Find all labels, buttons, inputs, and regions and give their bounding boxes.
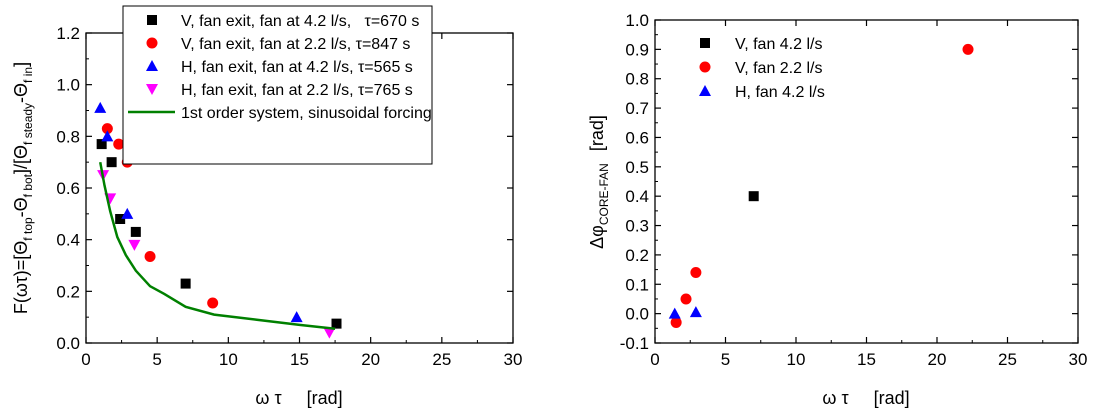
plot1-legend-swatch-3 <box>146 84 158 95</box>
plot2-legend-swatch-2 <box>699 85 711 96</box>
plot1-x-tick-label: 0 <box>81 350 90 369</box>
plot1-legend-box <box>122 5 433 165</box>
plot1-y-tick-label: 0.4 <box>56 231 80 250</box>
plot1-series-2-point <box>290 311 303 323</box>
plot2-y-tick-label: 0.4 <box>625 187 649 206</box>
plot1-x-tick-label: 20 <box>361 350 380 369</box>
plot2-y-tick-label: 0.6 <box>625 128 649 147</box>
plot1-legend-swatch-2 <box>146 60 158 71</box>
plot2-y-tick-label: 0.9 <box>625 40 649 59</box>
plot1-legend-label: H, fan exit, fan at 2.2 l/s, τ=765 s <box>181 82 413 99</box>
plot2-series-0-point <box>748 191 759 202</box>
plot1-y-tick-label: 0.0 <box>56 334 80 353</box>
plot2-series-2-point <box>689 306 702 318</box>
plot1-y-tick-label: 1.2 <box>56 24 80 43</box>
plot1-series-1-point <box>113 138 125 150</box>
plot1-series-1-point <box>101 123 113 135</box>
plot1-x-tick-label: 15 <box>290 350 309 369</box>
plot1-legend-label: 1st order system, sinusoidal forcing <box>181 105 432 122</box>
plot1-series-1-point <box>207 297 219 309</box>
plot1-y-axis-label: F(ωτ)=[Θf top-Θf bot]/[Θf steady-Θf in] <box>11 62 35 314</box>
plot2-series-1-point <box>962 43 974 55</box>
plot1-x-axis-label: ω τ [rad] <box>255 388 342 408</box>
plot2-y-tick-label: 0.2 <box>625 246 649 265</box>
plot2-legend: V, fan 4.2 l/s V, fan 2.2 l/s H, fan 4.2 l… <box>699 36 825 101</box>
plot2-legend-label: V, fan 4.2 l/s <box>735 36 822 53</box>
plot2-x-tick-label: 0 <box>650 350 659 369</box>
plot2-x-tick-label: 15 <box>857 350 876 369</box>
right-plot: 0 5 10 15 20 25 30 -0.1 0.0 0.1 0.2 0.3 0.4 0.5 0.6 0.7… <box>587 11 1087 408</box>
plot2-series-1-point <box>670 316 682 328</box>
plot2-x-tick-label: 5 <box>721 350 730 369</box>
plot1-series-1-point <box>144 250 156 262</box>
plot1-series-2-point <box>101 130 114 142</box>
plot1-x-tick-label: 25 <box>432 350 451 369</box>
plot1-series-0-point <box>180 278 191 289</box>
plot2-x-tick-label: 20 <box>928 350 947 369</box>
plot2-y-tick-label: 0.7 <box>625 99 649 118</box>
plot2-series-1-point <box>680 293 692 305</box>
plot2-y-tick-label: -0.1 <box>620 334 649 353</box>
plot1-y-tick-label: 0.2 <box>56 282 80 301</box>
plot2-y-tick-label: 0.1 <box>625 275 649 294</box>
plot1-legend-swatch-1 <box>146 37 158 49</box>
plot1-series-3-point <box>323 327 336 339</box>
plot1-legend-label: V, fan exit, fan at 2.2 l/s, τ=847 s <box>181 36 410 53</box>
plot2-y-tick-label: 0.8 <box>625 70 649 89</box>
plot2-y-tick-label: 0.5 <box>625 158 649 177</box>
plot1-legend-label: H, fan exit, fan at 4.2 l/s, τ=565 s <box>181 59 413 76</box>
plot1-series-4-line <box>99 161 336 331</box>
plot1-series-0-point <box>96 139 107 150</box>
plot2-series-2-point <box>668 307 681 319</box>
plot2-legend-label: V, fan 2.2 l/s <box>735 60 822 77</box>
plot2-x-tick-label: 30 <box>1069 350 1088 369</box>
plot2-x-tick-label: 10 <box>787 350 806 369</box>
plot1-legend-swatch-0 <box>147 15 157 25</box>
plot1-series-2-point <box>121 207 134 219</box>
plot1-series-0-point <box>115 214 126 224</box>
plot1-legend: V, fan exit, fan at 4.2 l/s, τ=670 s V, f… <box>122 5 433 165</box>
plot1-series-0-point <box>331 318 342 329</box>
plot1-series-0-point <box>130 226 141 237</box>
plot2-x-tick-label: 25 <box>998 350 1017 369</box>
plot2-legend-label: H, fan 4.2 l/s <box>735 84 825 101</box>
left-plot: 0 5 10 15 20 25 30 0.0 0.2 0.4 0.6 0.8 1.0 1.2 ω τ [r… <box>11 5 523 408</box>
plot1-series-0-point <box>106 157 117 168</box>
plot1-y-tick-label: 1.0 <box>56 76 80 95</box>
plot2-y-tick-label: 0.0 <box>625 305 649 324</box>
plot1-y-tick-label: 0.8 <box>56 127 80 146</box>
plot2-y-tick-label: 1.0 <box>625 11 649 30</box>
plot2-y-axis-label: ΔφCORE-FAN[rad] <box>587 115 611 249</box>
plot1-series-2-point <box>94 101 107 113</box>
plot1-x-tick-label: 30 <box>504 350 523 369</box>
plot1-series-3-point <box>128 239 141 251</box>
plot1-y-tick-label: 0.6 <box>56 179 80 198</box>
plot2-frame <box>654 19 1079 344</box>
plot2-series-1-point <box>690 267 702 279</box>
plot2-x-axis-label: ω τ [rad] <box>822 388 909 408</box>
plot2-legend-swatch-0 <box>700 38 710 48</box>
plot1-x-tick-label: 10 <box>219 350 238 369</box>
plot1-legend-label: V, fan exit, fan at 4.2 l/s, τ=670 s <box>181 13 419 30</box>
plot2-legend-swatch-1 <box>699 61 711 73</box>
plot2-y-tick-label: 0.3 <box>625 217 649 236</box>
plot1-x-tick-label: 5 <box>152 350 161 369</box>
